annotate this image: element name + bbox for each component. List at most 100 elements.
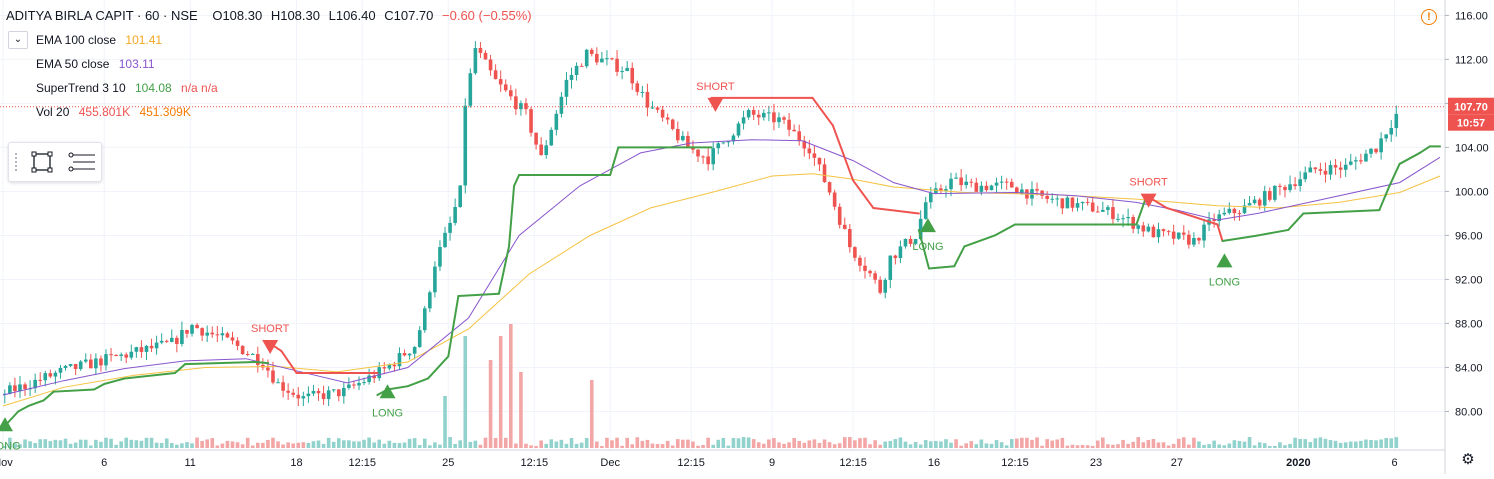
volume-bar (1354, 441, 1358, 448)
volume-bar (660, 444, 665, 448)
volume-bar (200, 440, 204, 448)
price-tick-label: 116.00 (1455, 10, 1488, 22)
volume-bar (1192, 437, 1196, 448)
time-tick-label: 12:15 (1001, 457, 1029, 469)
volume-bar (994, 440, 999, 448)
horizontal-lines-tool-icon[interactable] (67, 149, 95, 175)
candle (1131, 216, 1135, 229)
candle (848, 229, 852, 248)
candle (954, 177, 958, 179)
gear-icon[interactable]: ⚙ (1461, 451, 1475, 468)
candle (858, 257, 862, 266)
volume-bar (842, 437, 847, 448)
candle (169, 337, 174, 342)
candle (868, 270, 872, 274)
volume-bar (928, 441, 933, 448)
candle (1090, 202, 1095, 212)
candle (767, 112, 771, 114)
candle (939, 188, 943, 191)
drawing-toolbar[interactable] (8, 142, 102, 182)
long-signal-icon (379, 384, 396, 399)
volume-bar (1136, 437, 1141, 448)
candle (524, 103, 528, 110)
candle (443, 232, 447, 248)
candle (1303, 172, 1308, 180)
volume-bar (392, 442, 397, 448)
candle (1379, 138, 1383, 153)
volume-bar (731, 438, 736, 448)
candle (109, 354, 113, 356)
candle (180, 329, 184, 344)
volume-bar (584, 437, 589, 448)
long-signal-icon (0, 417, 13, 432)
candle (777, 117, 781, 123)
candle (331, 389, 336, 391)
time-tick-label: 12:15 (348, 457, 376, 469)
supertrend-segment (1221, 234, 1259, 242)
supertrend-segment (406, 377, 430, 388)
rectangle-tool-icon[interactable] (29, 149, 55, 175)
candle (1121, 218, 1125, 220)
candle (316, 390, 321, 394)
candle (493, 70, 498, 80)
drag-handle-icon[interactable] (15, 153, 21, 171)
volume-bar (73, 442, 78, 448)
candle (1273, 185, 1277, 200)
indicator-ema100[interactable]: ⌄ EMA 100 close 101.41 (6, 28, 532, 52)
volume-bar (1025, 437, 1029, 448)
high-value: H108.30 (270, 8, 320, 23)
volume-bar (483, 437, 488, 448)
volume-bar (352, 441, 356, 448)
volume-bar (8, 437, 12, 448)
candle (1202, 224, 1206, 241)
candle (696, 149, 700, 157)
candle (291, 392, 296, 395)
candle (417, 330, 422, 347)
volume-bar (1080, 445, 1085, 448)
volume-bar (99, 441, 103, 448)
indicator-ema50[interactable]: EMA 50 close 103.11 (6, 52, 532, 76)
volume-bar (908, 444, 913, 448)
volume-bar (104, 437, 108, 448)
volume-bar (331, 441, 336, 448)
candle (397, 353, 402, 367)
volume-bar (509, 324, 513, 448)
candle (190, 324, 194, 334)
candle (908, 238, 913, 244)
volume-bar (539, 440, 543, 448)
chevron-down-icon[interactable]: ⌄ (8, 31, 28, 49)
candle (94, 358, 98, 369)
candle (1055, 198, 1060, 200)
candle (210, 332, 215, 335)
ema100-line (2, 173, 1441, 407)
symbol-title[interactable]: ADITYA BIRLA CAPIT · 60 · NSE (6, 8, 198, 23)
indicator-supertrend[interactable]: SuperTrend 3 10 104.08 n/a n/a (6, 76, 532, 100)
candle (711, 148, 715, 165)
candle (655, 107, 660, 110)
alert-icon[interactable]: ! (1421, 9, 1437, 25)
candle (18, 384, 22, 392)
candle (1116, 218, 1120, 220)
candle (1278, 185, 1282, 187)
volume-bar (655, 443, 660, 448)
volume-bar (544, 443, 549, 448)
indicator-volume[interactable]: Vol 20 455.801K 451.309K (6, 100, 532, 124)
volume-bar (751, 439, 756, 448)
volume-bar (620, 445, 624, 448)
candle (271, 370, 275, 383)
candle (625, 67, 629, 72)
candle (159, 340, 164, 343)
candle (756, 114, 761, 118)
volume-bar (503, 437, 508, 448)
volume-bar (934, 440, 938, 448)
volume-bar (1384, 438, 1388, 448)
candle (579, 65, 584, 67)
price-tick-label: 96.00 (1455, 230, 1483, 242)
volume-bar (498, 336, 503, 448)
supertrend-segment (123, 371, 177, 380)
volume-bar (554, 441, 559, 448)
candle (979, 185, 984, 192)
supertrend-segment (1302, 209, 1381, 215)
